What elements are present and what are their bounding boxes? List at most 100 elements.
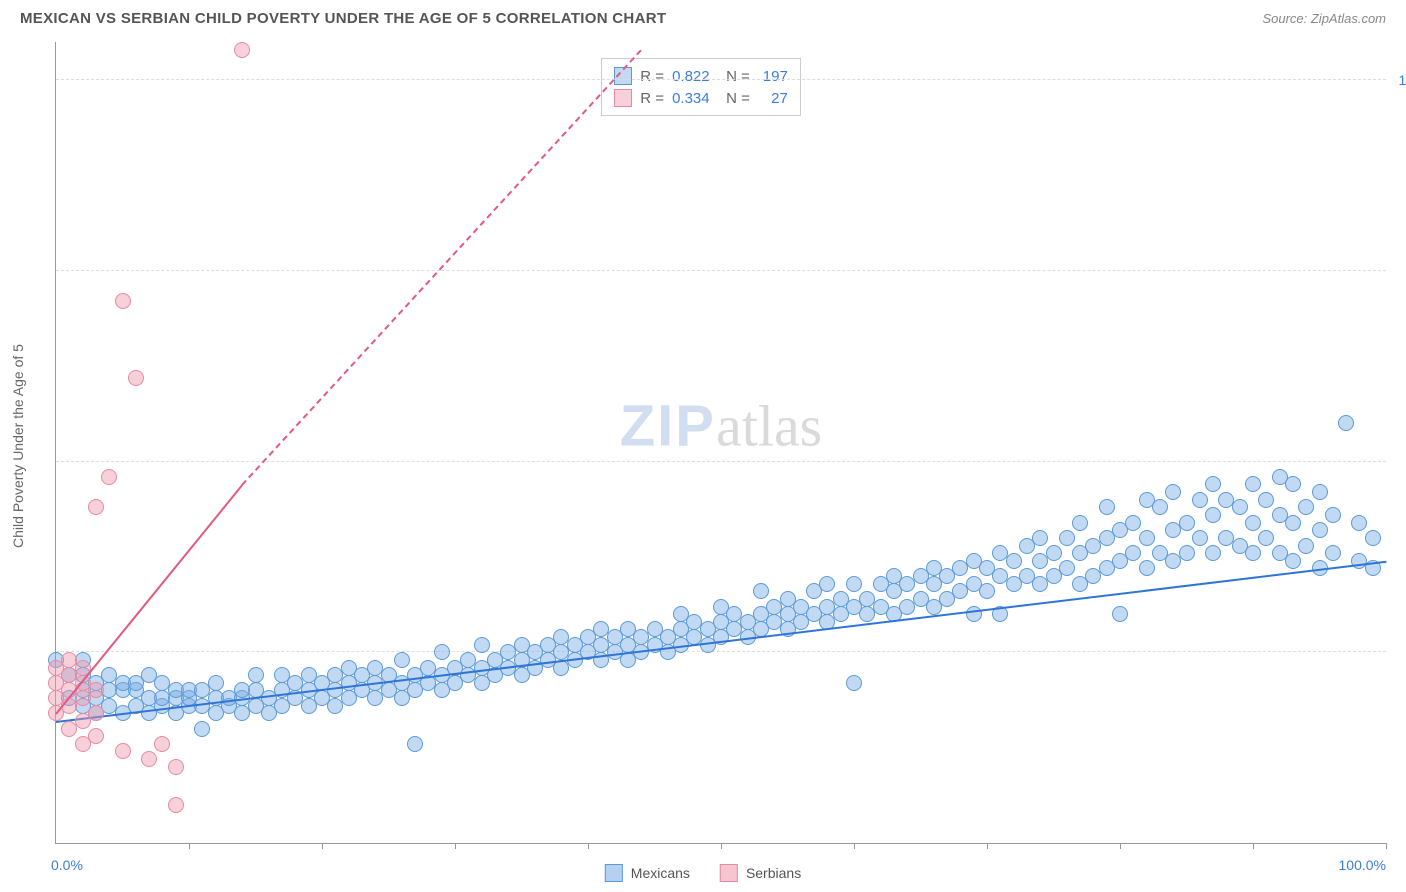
data-point <box>1205 545 1221 561</box>
data-point <box>1325 545 1341 561</box>
stats-row: R = 0.822 N = 197 <box>614 65 788 87</box>
chart-title: MEXICAN VS SERBIAN CHILD POVERTY UNDER T… <box>20 10 666 27</box>
data-point <box>394 652 410 668</box>
data-point <box>141 751 157 767</box>
y-tick-label: 50.0% <box>1391 454 1406 470</box>
data-point <box>1258 530 1274 546</box>
data-point <box>1298 538 1314 554</box>
legend: Mexicans Serbians <box>605 864 801 882</box>
x-tick <box>1386 843 1387 849</box>
data-point <box>1285 476 1301 492</box>
gridline <box>56 461 1386 462</box>
data-point <box>1285 515 1301 531</box>
data-point <box>1032 530 1048 546</box>
data-point <box>434 644 450 660</box>
x-tick <box>1253 843 1254 849</box>
data-point <box>1351 515 1367 531</box>
data-point <box>1192 530 1208 546</box>
data-point <box>1125 515 1141 531</box>
source-credit: Source: ZipAtlas.com <box>1262 11 1386 26</box>
data-point <box>1312 522 1328 538</box>
data-point <box>819 576 835 592</box>
data-point <box>1125 545 1141 561</box>
gridline <box>56 270 1386 271</box>
plot-area: ZIPatlas R =0.822N =197R =0.334N =27 0.0… <box>55 42 1386 844</box>
x-axis-min-label: 0.0% <box>51 857 83 873</box>
trend-line-dashed <box>241 50 641 486</box>
data-point <box>88 728 104 744</box>
stat-n-label: N = <box>726 90 750 107</box>
x-axis-max-label: 100.0% <box>1339 857 1386 873</box>
data-point <box>115 293 131 309</box>
data-point <box>1179 545 1195 561</box>
data-point <box>1312 484 1328 500</box>
stat-r-label: R = <box>640 90 664 107</box>
data-point <box>1165 484 1181 500</box>
data-point <box>168 797 184 813</box>
data-point <box>1325 507 1341 523</box>
data-point <box>88 682 104 698</box>
data-point <box>1258 492 1274 508</box>
x-tick <box>189 843 190 849</box>
data-point <box>1139 560 1155 576</box>
series-swatch <box>614 89 632 107</box>
stat-r-value: 0.822 <box>672 68 718 85</box>
stat-n-label: N = <box>726 68 750 85</box>
watermark-part2: atlas <box>716 394 822 459</box>
data-point <box>474 637 490 653</box>
data-point <box>208 675 224 691</box>
data-point <box>1232 499 1248 515</box>
data-point <box>407 736 423 752</box>
legend-label: Mexicans <box>631 865 690 881</box>
data-point <box>979 583 995 599</box>
data-point <box>1205 507 1221 523</box>
stats-row: R =0.334N =27 <box>614 87 788 109</box>
stat-r-label: R = <box>640 68 664 85</box>
chart-header: MEXICAN VS SERBIAN CHILD POVERTY UNDER T… <box>0 0 1406 35</box>
stat-n-value: 27 <box>758 90 788 107</box>
data-point <box>194 721 210 737</box>
data-point <box>248 667 264 683</box>
x-tick <box>1120 843 1121 849</box>
data-point <box>1365 530 1381 546</box>
legend-item: Mexicans <box>605 864 690 882</box>
data-point <box>846 576 862 592</box>
x-tick <box>721 843 722 849</box>
data-point <box>1006 553 1022 569</box>
data-point <box>1298 499 1314 515</box>
x-tick <box>455 843 456 849</box>
y-tick-label: 25.0% <box>1391 644 1406 660</box>
watermark: ZIPatlas <box>620 393 823 460</box>
data-point <box>1099 499 1115 515</box>
data-point <box>234 42 250 58</box>
legend-swatch <box>605 864 623 882</box>
data-point <box>128 370 144 386</box>
x-tick <box>854 843 855 849</box>
legend-label: Serbians <box>746 865 801 881</box>
data-point <box>1046 545 1062 561</box>
gridline <box>56 651 1386 652</box>
data-point <box>115 743 131 759</box>
data-point <box>88 499 104 515</box>
data-point <box>1285 553 1301 569</box>
stat-n-value: 197 <box>758 68 788 85</box>
data-point <box>168 759 184 775</box>
y-axis-title: Child Poverty Under the Age of 5 <box>10 344 26 548</box>
x-tick <box>322 843 323 849</box>
data-point <box>753 583 769 599</box>
chart-area: ZIPatlas R =0.822N =197R =0.334N =27 0.0… <box>55 42 1386 844</box>
watermark-part1: ZIP <box>620 394 716 459</box>
data-point <box>1245 476 1261 492</box>
data-point <box>154 736 170 752</box>
data-point <box>1338 415 1354 431</box>
data-point <box>1059 530 1075 546</box>
gridline <box>56 79 1386 80</box>
x-tick <box>588 843 589 849</box>
y-tick-label: 100.0% <box>1391 72 1406 88</box>
data-point <box>88 705 104 721</box>
data-point <box>1059 560 1075 576</box>
data-point <box>1205 476 1221 492</box>
trend-line <box>56 561 1386 723</box>
data-point <box>1245 545 1261 561</box>
data-point <box>1192 492 1208 508</box>
